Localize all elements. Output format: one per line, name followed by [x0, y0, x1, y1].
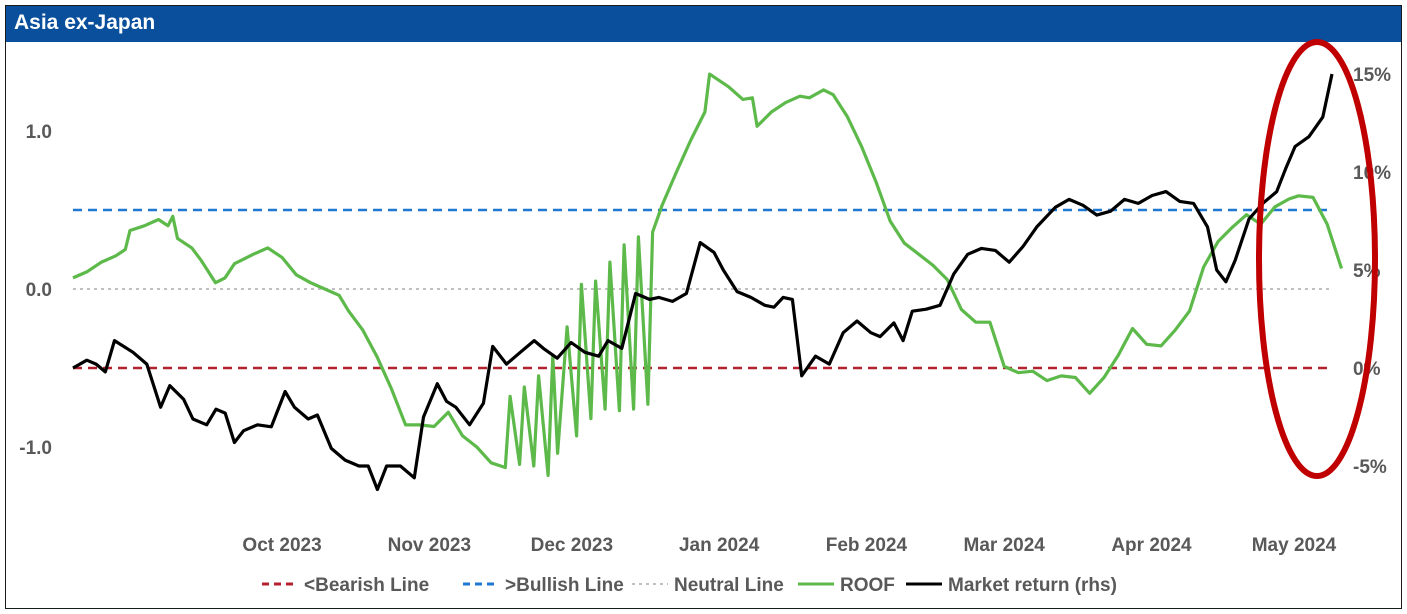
y-right-tick-label: -5% [1353, 457, 1387, 478]
highlight-ellipse [1256, 39, 1378, 479]
x-tick-label: May 2024 [1252, 535, 1337, 556]
chart-title: Asia ex-Japan [14, 11, 156, 34]
legend-label-bullish: >Bullish Line [505, 575, 624, 596]
legend-label-bearish: <Bearish Line [304, 575, 429, 596]
roof-series-line [72, 72, 1344, 477]
x-tick-label: Nov 2023 [388, 535, 471, 556]
legend-label-market: Market return (rhs) [948, 575, 1117, 596]
x-tick-label: Dec 2023 [531, 535, 613, 556]
x-tick-label: Mar 2024 [964, 535, 1046, 556]
market-return-series-line [72, 73, 1334, 492]
legend-label-neutral: Neutral Line [674, 575, 784, 596]
x-tick-label: Apr 2024 [1111, 535, 1192, 556]
chart-frame [5, 5, 1402, 609]
y-right-tick-label: 15% [1353, 65, 1391, 86]
chart-header-bar: Asia ex-Japan [6, 6, 1401, 42]
x-tick-label: Oct 2023 [242, 535, 321, 556]
y-left-tick-label: 1.0 [26, 122, 52, 143]
y-left-tick-label: -1.0 [19, 438, 52, 459]
x-tick-label: Jan 2024 [679, 535, 760, 556]
y-left-tick-label: 0.0 [26, 280, 52, 301]
legend-label-roof: ROOF [840, 575, 895, 596]
x-tick-label: Feb 2024 [826, 535, 908, 556]
